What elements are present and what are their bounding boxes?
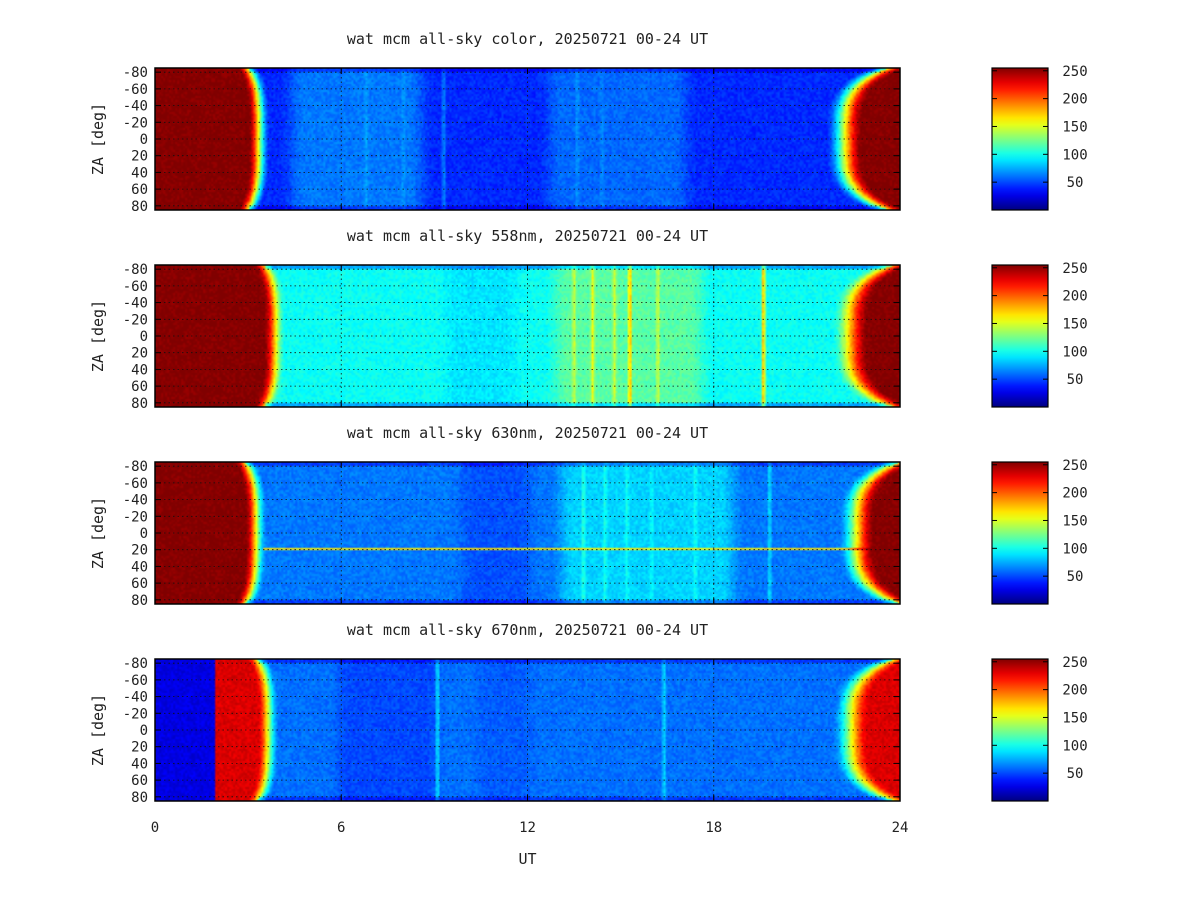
y-tick-label: 40 bbox=[131, 756, 148, 772]
y-tick-label: 60 bbox=[131, 182, 148, 198]
y-tick-label: -60 bbox=[123, 279, 148, 295]
colorbar-tick-label: 150 bbox=[1062, 119, 1087, 135]
x-tick-label: 6 bbox=[337, 820, 345, 836]
panel-4: wat mcm all-sky 670nm, 20250721 00-24 UT… bbox=[89, 621, 1088, 868]
colorbar-tick-label: 250 bbox=[1062, 458, 1087, 474]
x-tick-label: 24 bbox=[892, 820, 909, 836]
y-tick-label: 80 bbox=[131, 790, 148, 806]
colorbar bbox=[991, 264, 1049, 408]
y-axis-label: ZA [deg] bbox=[89, 497, 107, 569]
heatmap-image bbox=[155, 265, 900, 407]
y-tick-label: 60 bbox=[131, 773, 148, 789]
y-axis-label: ZA [deg] bbox=[89, 300, 107, 372]
y-tick-label: -20 bbox=[123, 115, 148, 131]
y-tick-label: -40 bbox=[123, 493, 148, 509]
colorbar-tick-label: 50 bbox=[1067, 175, 1084, 191]
colorbar-tick-label: 100 bbox=[1062, 344, 1087, 360]
y-tick-label: 80 bbox=[131, 396, 148, 412]
y-tick-label: 40 bbox=[131, 165, 148, 181]
panel-title: wat mcm all-sky 558nm, 20250721 00-24 UT bbox=[347, 227, 708, 245]
colorbar bbox=[991, 67, 1049, 211]
colorbar bbox=[991, 658, 1049, 802]
panel-title: wat mcm all-sky 630nm, 20250721 00-24 UT bbox=[347, 424, 708, 442]
y-tick-label: -20 bbox=[123, 706, 148, 722]
colorbar-tick-label: 200 bbox=[1062, 289, 1087, 305]
y-tick-label: 20 bbox=[131, 149, 148, 165]
colorbar-tick-label: 100 bbox=[1062, 147, 1087, 163]
y-tick-label: -80 bbox=[123, 65, 148, 81]
y-tick-label: 0 bbox=[140, 526, 148, 542]
x-tick-label: 18 bbox=[705, 820, 722, 836]
y-axis-label: ZA [deg] bbox=[89, 694, 107, 766]
colorbar-tick-label: 100 bbox=[1062, 541, 1087, 557]
colorbar bbox=[991, 461, 1049, 605]
panel-3: wat mcm all-sky 630nm, 20250721 00-24 UT… bbox=[89, 424, 1088, 609]
colorbar-tick-label: 150 bbox=[1062, 710, 1087, 726]
colorbar-tick-label: 50 bbox=[1067, 372, 1084, 388]
colorbar-tick-label: 50 bbox=[1067, 569, 1084, 585]
y-tick-label: -80 bbox=[123, 459, 148, 475]
y-tick-label: 60 bbox=[131, 379, 148, 395]
heatmap-image bbox=[155, 68, 900, 210]
y-tick-label: -60 bbox=[123, 673, 148, 689]
colorbar-tick-label: 250 bbox=[1062, 261, 1087, 277]
panel-title: wat mcm all-sky color, 20250721 00-24 UT bbox=[347, 30, 708, 48]
y-tick-label: 80 bbox=[131, 593, 148, 609]
y-tick-label: -60 bbox=[123, 476, 148, 492]
panel-title: wat mcm all-sky 670nm, 20250721 00-24 UT bbox=[347, 621, 708, 639]
colorbar-tick-label: 50 bbox=[1067, 766, 1084, 782]
panel-1: wat mcm all-sky color, 20250721 00-24 UT… bbox=[89, 30, 1088, 215]
y-tick-label: 20 bbox=[131, 346, 148, 362]
heatmap-image bbox=[155, 659, 900, 801]
colorbar-tick-label: 200 bbox=[1062, 486, 1087, 502]
panel-2: wat mcm all-sky 558nm, 20250721 00-24 UT… bbox=[89, 227, 1088, 412]
colorbar-tick-label: 150 bbox=[1062, 316, 1087, 332]
y-tick-label: -80 bbox=[123, 656, 148, 672]
x-tick-label: 0 bbox=[151, 820, 159, 836]
y-tick-label: 40 bbox=[131, 559, 148, 575]
y-tick-label: -40 bbox=[123, 690, 148, 706]
y-axis-label: ZA [deg] bbox=[89, 103, 107, 175]
y-tick-label: 20 bbox=[131, 740, 148, 756]
y-tick-label: 80 bbox=[131, 199, 148, 215]
x-tick-label: 12 bbox=[519, 820, 536, 836]
y-tick-label: -60 bbox=[123, 82, 148, 98]
y-tick-label: -80 bbox=[123, 262, 148, 278]
colorbar-tick-label: 200 bbox=[1062, 683, 1087, 699]
y-tick-label: 0 bbox=[140, 723, 148, 739]
y-tick-label: 20 bbox=[131, 543, 148, 559]
colorbar-tick-label: 150 bbox=[1062, 513, 1087, 529]
colorbar-tick-label: 250 bbox=[1062, 64, 1087, 80]
colorbar-tick-label: 200 bbox=[1062, 92, 1087, 108]
y-tick-label: 60 bbox=[131, 576, 148, 592]
y-tick-label: -40 bbox=[123, 296, 148, 312]
y-tick-label: 40 bbox=[131, 362, 148, 378]
heatmap-image bbox=[155, 462, 900, 604]
y-tick-label: 0 bbox=[140, 329, 148, 345]
colorbar-tick-label: 250 bbox=[1062, 655, 1087, 671]
colorbar-tick-label: 100 bbox=[1062, 738, 1087, 754]
y-tick-label: -40 bbox=[123, 99, 148, 115]
x-axis-label: UT bbox=[518, 850, 536, 868]
y-tick-label: 0 bbox=[140, 132, 148, 148]
y-tick-label: -20 bbox=[123, 312, 148, 328]
y-tick-label: -20 bbox=[123, 509, 148, 525]
